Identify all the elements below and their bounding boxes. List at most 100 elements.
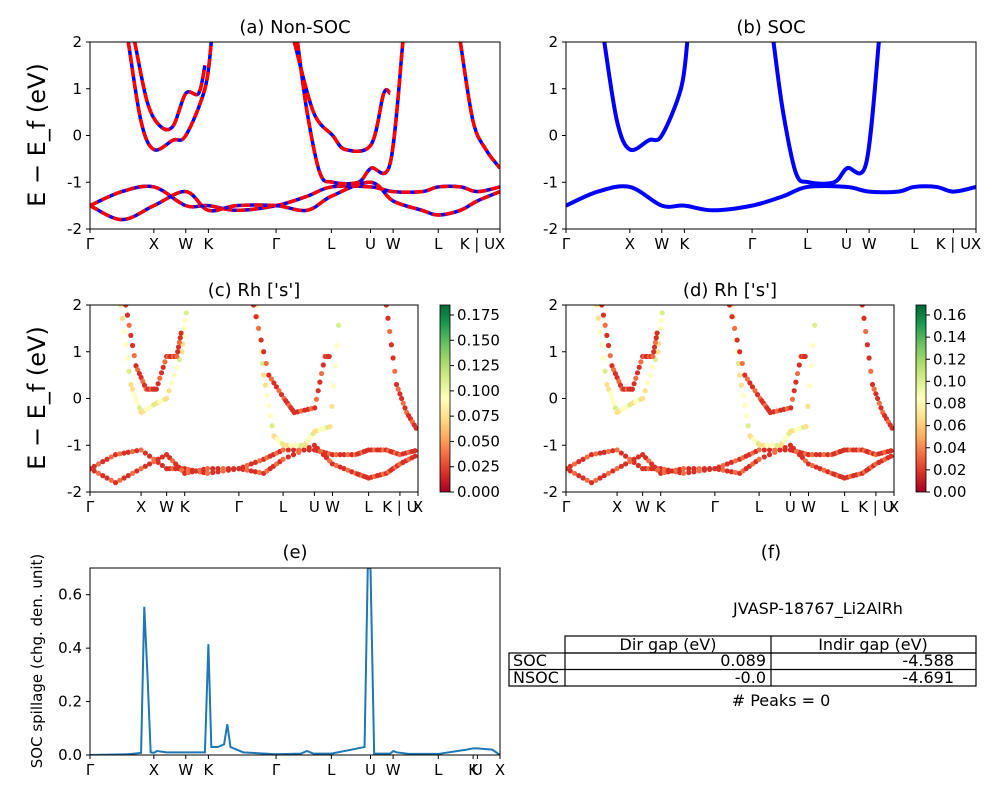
x-tick-label: U	[365, 235, 376, 253]
projection-dot	[659, 310, 665, 316]
table-header-indir: Indir gap (eV)	[818, 635, 928, 654]
projection-dot	[588, 452, 595, 458]
projection-dot	[611, 400, 617, 406]
projection-dot	[777, 447, 783, 453]
projection-dot	[732, 458, 739, 464]
projection-dot	[652, 339, 658, 345]
panel-c-colorbar	[439, 304, 451, 493]
x-tick-label: Γ	[272, 761, 281, 779]
band-line	[566, 184, 976, 213]
projection-dot	[863, 328, 869, 335]
peaks-count: # Peaks = 0	[732, 691, 831, 710]
projection-dot	[729, 314, 735, 320]
projection-dot	[256, 458, 263, 464]
colorbar-tick-label: 0.16	[933, 306, 966, 324]
projection-dot	[159, 454, 165, 460]
projection-dot	[599, 342, 605, 348]
y-tick-label: 0	[72, 127, 82, 145]
projection-dot	[166, 388, 172, 394]
projection-dot	[749, 384, 756, 390]
y-tick-label: -2	[543, 220, 558, 238]
projection-dot	[117, 451, 123, 457]
projection-dot	[588, 480, 595, 486]
band-line-nonsoc	[126, 42, 214, 152]
projection-dot	[686, 469, 692, 476]
projection-dot	[329, 403, 335, 409]
projection-dot	[594, 305, 600, 308]
x-tick-label: L	[840, 498, 849, 516]
projection-dot	[809, 452, 815, 458]
projection-dot	[332, 363, 338, 369]
x-tick-label: Γ	[235, 498, 244, 516]
projection-dot	[133, 363, 139, 369]
projection-dot	[602, 322, 608, 328]
x-tick-label: X	[612, 498, 622, 516]
projection-dot	[104, 456, 110, 462]
y-tick-label: 2	[548, 33, 558, 51]
projection-dot	[271, 380, 277, 386]
projection-dot	[720, 462, 726, 469]
projection-dot	[393, 381, 400, 388]
table-header-dir: Dir gap (eV)	[620, 635, 717, 654]
x-tick-label: L	[364, 498, 373, 516]
projection-dot	[255, 325, 262, 331]
x-tick-label: U	[841, 235, 852, 253]
panel-d-colorbar	[915, 304, 927, 493]
table-cell-dir: 0.089	[720, 651, 766, 670]
projection-dot	[724, 461, 730, 467]
projection-dot	[383, 305, 389, 308]
projection-dot	[95, 461, 102, 467]
projection-dot	[269, 423, 275, 429]
projection-dot	[595, 315, 601, 321]
projection-dot	[802, 353, 808, 360]
projection-dot	[821, 452, 827, 458]
x-tick-label: U	[365, 761, 376, 779]
projection-dot	[112, 452, 119, 458]
projection-dot	[129, 448, 136, 455]
projection-dot	[159, 462, 165, 469]
projection-dot	[128, 332, 134, 338]
projection-dot	[728, 469, 735, 475]
x-tick-label: X	[971, 235, 981, 253]
x-tick-label: K | U	[858, 498, 893, 516]
projection-dot	[320, 362, 326, 368]
projection-dot	[609, 363, 615, 369]
projection-dot	[133, 395, 139, 402]
projection-dot	[576, 473, 582, 479]
projection-dot	[571, 461, 578, 467]
x-tick-label: X	[889, 498, 899, 516]
projection-dot	[296, 449, 302, 455]
projection-dot	[873, 391, 879, 397]
y-tick-label: -2	[543, 483, 558, 501]
projection-dot	[306, 444, 312, 451]
projection-dot	[593, 477, 599, 483]
projection-dot	[604, 381, 610, 388]
y-tick-label: 2	[72, 33, 82, 51]
projection-dot	[278, 392, 285, 398]
projection-dot	[580, 456, 586, 462]
projection-dot	[118, 305, 124, 308]
projection-dot	[183, 310, 189, 316]
projection-dot	[250, 305, 257, 308]
projection-dot	[738, 382, 744, 388]
projection-dot	[169, 380, 175, 386]
x-tick-label: W	[635, 498, 650, 516]
projection-dot	[301, 447, 307, 453]
projection-dot	[888, 448, 894, 454]
projection-dot	[182, 317, 188, 324]
projection-dot	[153, 386, 160, 392]
y-tick-label: -1	[67, 173, 82, 191]
projection-dot	[128, 381, 134, 388]
projection-dot	[609, 395, 615, 402]
projection-dot	[616, 378, 622, 384]
projection-dot	[654, 330, 660, 336]
projection-dot	[178, 330, 184, 336]
projection-dot	[268, 376, 274, 382]
panel-e: (e) Γ X W K Γ L U W L KU X0.00.20.40.6 SOC spillag…	[28, 542, 505, 779]
projection-dot	[390, 355, 396, 361]
projection-dot	[647, 372, 653, 378]
x-tick-label: L	[434, 235, 443, 253]
projection-dot	[605, 470, 612, 476]
projection-dot	[576, 459, 582, 465]
projection-dot	[253, 314, 259, 320]
